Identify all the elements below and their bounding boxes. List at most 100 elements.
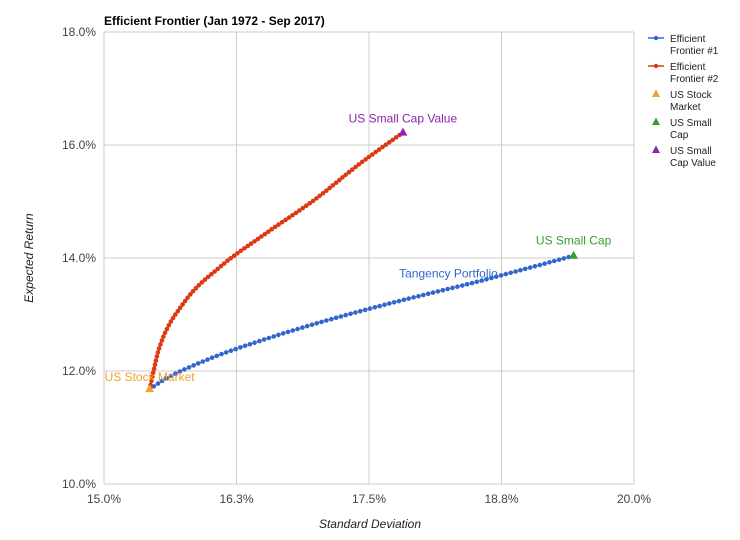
efficient-frontier-1-point: [401, 297, 407, 303]
efficient-frontier-2-point: [279, 219, 285, 225]
efficient-frontier-2-point: [205, 274, 211, 280]
efficient-frontier-1-point: [214, 353, 220, 359]
efficient-frontier-1-point: [252, 340, 257, 346]
efficient-frontier-2-point: [350, 167, 355, 172]
efficient-frontier-2-point: [380, 144, 385, 150]
efficient-frontier-1-point: [489, 275, 494, 281]
efficient-frontier-2-point: [242, 246, 247, 251]
efficient-frontier-2-point: [320, 191, 326, 196]
efficient-frontier-2-point: [196, 283, 202, 288]
efficient-frontier-2-point: [262, 231, 268, 237]
efficient-frontier-1-point: [173, 371, 178, 377]
x-tick-label: 15.0%: [87, 492, 121, 506]
efficient-frontier-2-point: [283, 217, 288, 223]
efficient-frontier-1-point: [367, 306, 373, 311]
efficient-frontier-2-point: [161, 334, 166, 339]
efficient-frontier-1-point: [416, 293, 421, 299]
efficient-frontier-2-point: [156, 346, 162, 351]
efficient-frontier-2-point: [158, 342, 163, 347]
us-small-cap-value-marker: [398, 127, 408, 136]
efficient-frontier-1-point: [387, 301, 392, 306]
efficient-frontier-2-point: [182, 298, 188, 304]
x-axis-ticks: 15.0% 16.3% 17.5% 18.8% 20.0%: [87, 492, 651, 506]
efficient-frontier-2-point: [149, 378, 154, 384]
efficient-frontier-2-point: [185, 295, 190, 301]
efficient-frontier-1-point: [532, 264, 538, 269]
efficient-frontier-1-point: [513, 269, 518, 274]
efficient-frontier-2-point: [231, 253, 237, 258]
efficient-frontier-1-point: [276, 332, 281, 338]
legend-swatch-dot: [653, 63, 659, 69]
us-small-cap-value-label: US Small Cap Value: [349, 112, 458, 126]
efficient-frontier-2-point: [150, 374, 155, 380]
efficient-frontier-1-point: [484, 277, 489, 282]
efficient-frontier-1-point: [508, 270, 513, 276]
efficient-frontier-1-point: [242, 343, 248, 349]
legend-label: US Small: [670, 146, 712, 157]
efficient-frontier-2-point: [218, 263, 224, 269]
efficient-frontier-1-point: [233, 346, 238, 352]
efficient-frontier-1-point: [537, 262, 543, 268]
efficient-frontier-1-point: [168, 373, 174, 379]
efficient-frontier-1-point: [343, 312, 349, 318]
efficient-frontier-1-point: [377, 303, 382, 309]
efficient-frontier-1-point: [450, 285, 455, 291]
legend-swatch-dot: [653, 35, 659, 41]
efficient-frontier-1-point: [333, 315, 339, 321]
legend-label: US Small: [670, 118, 712, 129]
x-tick-label: 16.3%: [219, 492, 253, 506]
efficient-frontier-2-point: [170, 315, 176, 321]
x-tick-label: 18.8%: [484, 492, 518, 506]
legend-label: Frontier #1: [670, 46, 719, 57]
efficient-frontier-1-point: [445, 286, 451, 292]
efficient-frontier-1-point: [522, 266, 528, 272]
efficient-frontier-1-point: [314, 321, 320, 326]
efficient-frontier-2-point: [199, 280, 205, 285]
efficient-frontier-2-point: [266, 229, 271, 234]
efficient-frontier-1-point: [155, 381, 161, 386]
efficient-frontier-2-point: [177, 305, 183, 311]
legend-label: Cap Value: [670, 158, 716, 169]
efficient-frontier-2-point: [286, 215, 292, 220]
efficient-frontier-2-point: [272, 224, 278, 230]
legend-label: Frontier #2: [670, 74, 719, 85]
efficient-frontier-1-point: [396, 298, 402, 304]
efficient-frontier-1-point: [280, 331, 286, 336]
legend-swatch-triangle: [652, 117, 660, 125]
efficient-frontier-2-point: [363, 157, 368, 162]
efficient-frontier-2-point: [166, 323, 172, 328]
efficient-frontier-2-point: [300, 205, 306, 211]
efficient-frontier-1-point: [498, 273, 504, 278]
efficient-frontier-2-point: [337, 177, 342, 183]
y-tick-label: 10.0%: [62, 477, 96, 491]
legend-label: Market: [670, 102, 701, 113]
efficient-frontier-2-point: [393, 135, 399, 140]
efficient-frontier-2-point: [248, 241, 254, 246]
y-axis-ticks: 10.0% 12.0% 14.0% 16.0% 18.0%: [62, 25, 96, 491]
efficient-frontier-1-point: [435, 289, 441, 294]
efficient-frontier-2-point: [152, 362, 158, 367]
efficient-frontier-1-point: [503, 271, 509, 277]
y-tick-label: 18.0%: [62, 25, 96, 39]
efficient-frontier-1-point: [209, 355, 215, 361]
efficient-frontier-2-point: [228, 255, 233, 261]
tangency-portfolio-label: Tangency Portfolio: [399, 266, 498, 280]
efficient-frontier-2-point: [269, 227, 275, 232]
efficient-frontier-1-point: [219, 351, 224, 357]
efficient-frontier-1-point: [247, 342, 253, 347]
efficient-frontier-1-point: [469, 280, 475, 286]
efficient-frontier-2-point: [343, 172, 349, 178]
legend-label: Efficient: [670, 62, 706, 73]
x-axis-title: Standard Deviation: [319, 517, 421, 531]
efficient-frontier-1-point: [164, 376, 169, 381]
efficient-frontier-1-point: [425, 291, 431, 297]
efficient-frontier-2-point: [215, 266, 221, 272]
grid: [103, 31, 635, 485]
efficient-frontier-2-point: [356, 162, 362, 167]
